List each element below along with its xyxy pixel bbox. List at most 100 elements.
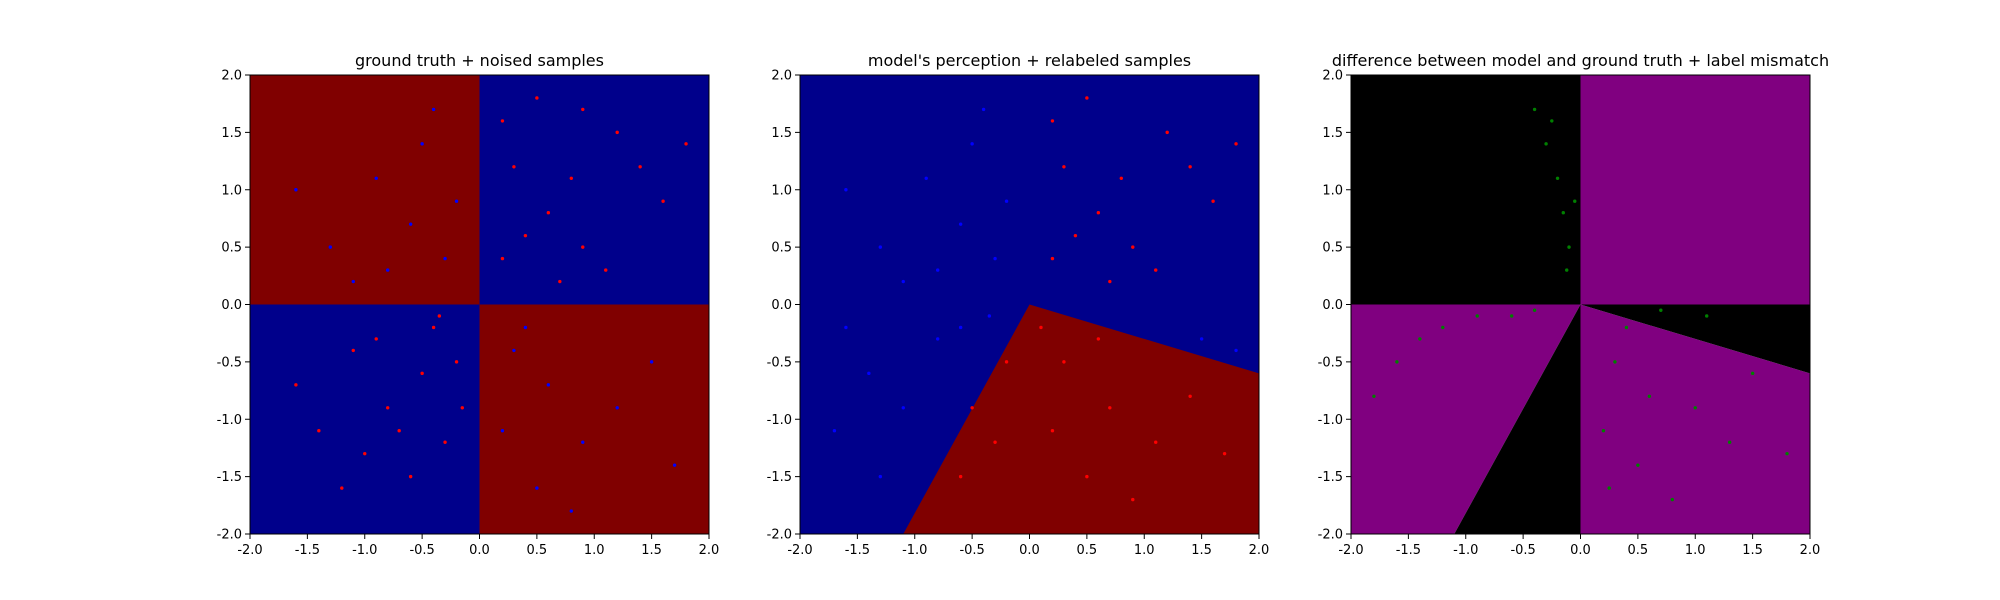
sample-point [924, 176, 928, 180]
sample-point [581, 245, 585, 249]
sample-point [958, 325, 963, 330]
sample-point [1565, 268, 1569, 272]
x-tick-label: -1.5 [845, 543, 870, 558]
sample-point [431, 107, 436, 112]
sample-point [1062, 360, 1066, 364]
sample-point [454, 199, 459, 203]
decision-region [250, 304, 480, 534]
sample-point [844, 188, 848, 192]
sample-point [1705, 314, 1709, 318]
sample-point [1636, 463, 1640, 467]
y-tick-label: -0.5 [1318, 355, 1343, 370]
sample-point [981, 107, 986, 112]
x-tick-label: 2.0 [699, 543, 720, 558]
sample-point [420, 142, 424, 146]
plot-area [250, 75, 709, 534]
y-tick-label: -1.5 [217, 470, 242, 485]
x-tick-label: 0.0 [1019, 543, 1040, 558]
sample-point [1785, 451, 1789, 456]
sample-point [1085, 96, 1089, 100]
sample-point [512, 348, 516, 353]
decision-region [1580, 304, 1810, 374]
sample-point [535, 486, 539, 490]
sample-point [523, 233, 528, 238]
sample-point [1613, 360, 1617, 364]
y-tick-label: 0.0 [221, 298, 242, 313]
sample-point [1601, 429, 1606, 433]
sample-point [1062, 165, 1066, 169]
y-tick-label: -0.5 [217, 355, 242, 370]
sample-point [546, 211, 551, 215]
sample-point [1509, 314, 1514, 318]
plot-area [1351, 75, 1810, 534]
sample-point [1607, 486, 1611, 490]
sample-point [1573, 199, 1577, 203]
sample-point [1131, 497, 1135, 502]
decision-region [1580, 75, 1810, 305]
sample-point [443, 440, 447, 444]
sample-point [1050, 256, 1055, 261]
sample-point [443, 256, 447, 261]
x-tick-label: -0.5 [959, 543, 984, 558]
sample-point [993, 440, 997, 444]
sample-point [386, 406, 390, 410]
sample-point [558, 279, 562, 284]
sample-point [1039, 325, 1043, 330]
sample-point [1222, 451, 1227, 456]
y-tick-label: -2.0 [767, 528, 792, 543]
sample-point [1670, 497, 1675, 502]
sample-point [958, 474, 963, 479]
x-tick-label: 0.0 [469, 543, 490, 558]
sample-point [1004, 199, 1009, 203]
sample-point [317, 429, 321, 433]
sample-point [901, 406, 905, 410]
x-tick-label: 0.5 [527, 543, 548, 558]
x-tick-label: 1.5 [641, 543, 662, 558]
x-tick-label: -0.5 [1510, 543, 1535, 558]
x-tick-label: -2.0 [237, 543, 262, 558]
sample-point [408, 222, 413, 226]
sample-point [1693, 406, 1697, 410]
sample-point [1475, 314, 1479, 318]
x-tick-label: -1.5 [295, 543, 320, 558]
y-tick-label: 2.0 [771, 69, 792, 84]
decision-region [479, 304, 709, 534]
sample-point [1544, 142, 1548, 146]
chart-panel-difference: difference between model and ground trut… [1318, 51, 1829, 558]
decision-region [250, 75, 480, 305]
sample-point [1050, 119, 1055, 123]
sample-point [340, 486, 344, 490]
x-tick-label: -1.0 [352, 543, 377, 558]
sample-point [294, 188, 298, 192]
x-tick-label: -1.5 [1396, 543, 1421, 558]
sample-point [569, 509, 573, 513]
sample-point [397, 429, 401, 433]
sample-point [1234, 348, 1238, 353]
sample-point [615, 406, 619, 410]
x-tick-label: -2.0 [1338, 543, 1363, 558]
sample-point [1395, 360, 1399, 364]
y-tick-label: -1.5 [767, 470, 792, 485]
sample-point [500, 256, 505, 261]
sample-point [1532, 308, 1537, 312]
sample-point [1073, 233, 1078, 238]
y-tick-label: -0.5 [767, 355, 792, 370]
sample-point [615, 130, 619, 135]
x-tick-label: 1.0 [1134, 543, 1155, 558]
y-tick-label: 1.5 [771, 126, 792, 141]
sample-point [535, 96, 539, 100]
sample-point [351, 279, 355, 284]
sample-point [408, 474, 413, 479]
sample-point [351, 348, 355, 353]
x-tick-label: 2.0 [1800, 543, 1821, 558]
sample-point [1441, 325, 1445, 330]
x-tick-label: 1.0 [584, 543, 605, 558]
x-tick-label: 1.5 [1742, 543, 1763, 558]
sample-point [1108, 406, 1112, 410]
y-tick-label: 0.0 [1322, 298, 1343, 313]
sample-point [1727, 440, 1732, 444]
sample-point [1372, 394, 1376, 398]
decision-region [1351, 75, 1581, 305]
sample-point [1096, 211, 1101, 215]
